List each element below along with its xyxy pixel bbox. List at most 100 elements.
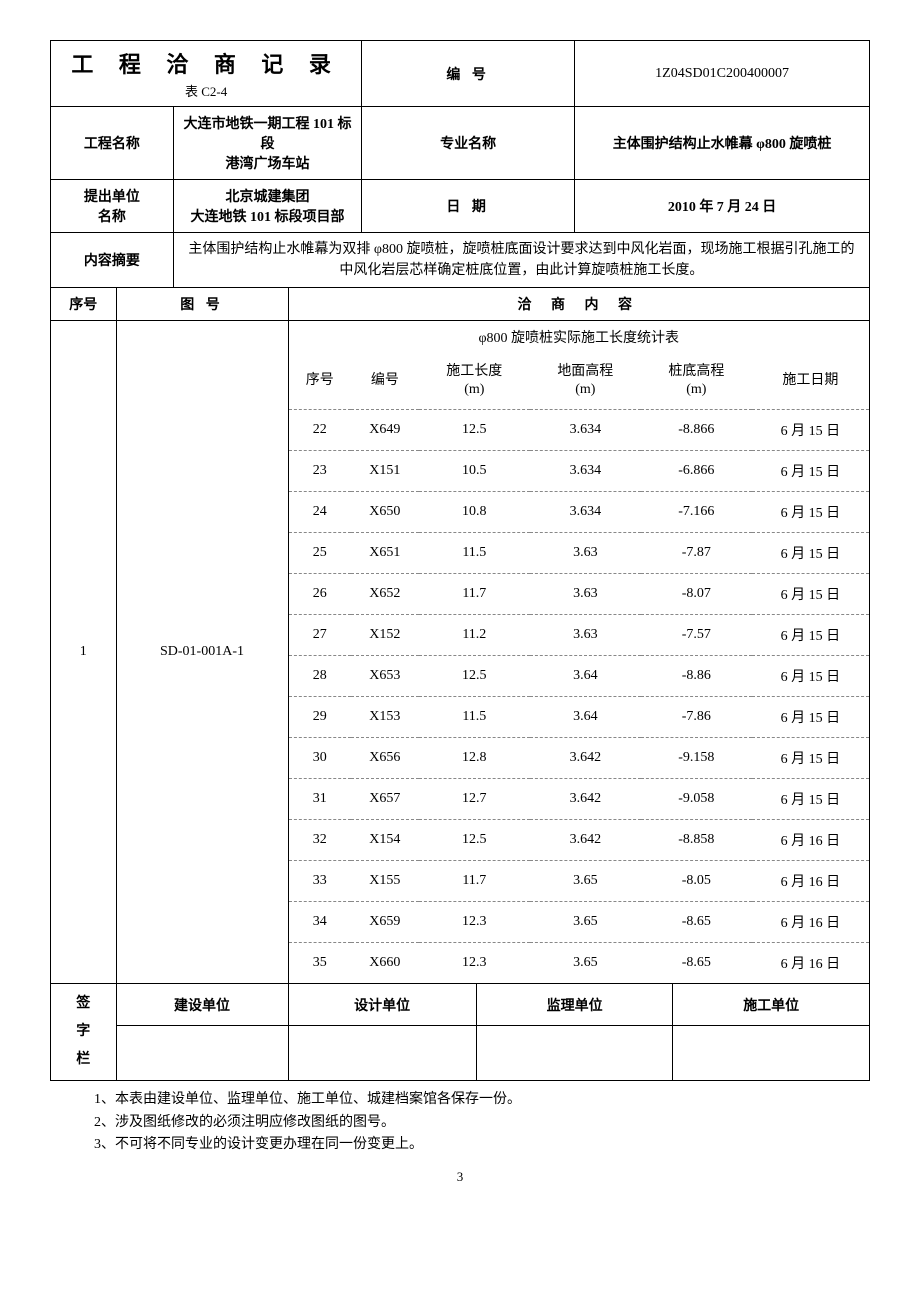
inner-cell: 3.634 xyxy=(530,451,641,492)
inner-cell: X660 xyxy=(351,943,419,984)
proposer-label: 提出单位 名称 xyxy=(51,180,174,233)
inner-cell: X154 xyxy=(351,820,419,861)
inner-row: 35X66012.33.65-8.656 月 16 日 xyxy=(289,943,870,984)
inner-cell: 6 月 16 日 xyxy=(752,820,869,861)
inner-cell: -8.866 xyxy=(641,410,752,451)
sign-space-2 xyxy=(476,1026,673,1081)
inner-cell: 12.7 xyxy=(419,779,530,820)
inner-cell: 6 月 15 日 xyxy=(752,738,869,779)
inner-cell: 6 月 15 日 xyxy=(752,656,869,697)
inner-cell: X155 xyxy=(351,861,419,902)
inner-cell: 3.65 xyxy=(530,861,641,902)
inner-col-4: 桩底高程 (m) xyxy=(641,353,752,410)
project-name-label: 工程名称 xyxy=(51,107,174,180)
inner-row: 23X15110.53.634-6.8666 月 15 日 xyxy=(289,451,870,492)
inner-cell: 6 月 15 日 xyxy=(752,574,869,615)
inner-row: 24X65010.83.634-7.1666 月 15 日 xyxy=(289,492,870,533)
inner-cell: X650 xyxy=(351,492,419,533)
inner-cell: X151 xyxy=(351,451,419,492)
inner-data-table: 序号编号施工长度 (m)地面高程 (m)桩底高程 (m)施工日期 22X6491… xyxy=(289,353,870,983)
inner-cell: X659 xyxy=(351,902,419,943)
inner-cell: 6 月 15 日 xyxy=(752,492,869,533)
inner-col-5: 施工日期 xyxy=(752,353,869,410)
inner-cell: -9.158 xyxy=(641,738,752,779)
page-number: 3 xyxy=(50,1169,870,1185)
inner-cell: 26 xyxy=(289,574,351,615)
inner-cell: 11.5 xyxy=(419,533,530,574)
col-content: 洽 商 内 容 xyxy=(288,288,870,321)
note-1: 1、本表由建设单位、监理单位、施工单位、城建档案馆各保存一份。 xyxy=(94,1089,870,1111)
inner-row: 28X65312.53.64-8.866 月 15 日 xyxy=(289,656,870,697)
inner-cell: -7.86 xyxy=(641,697,752,738)
inner-cell: 22 xyxy=(289,410,351,451)
inner-cell: X657 xyxy=(351,779,419,820)
inner-cell: 12.5 xyxy=(419,656,530,697)
main-form-table: 工 程 洽 商 记 录 表 C2-4 编 号 1Z04SD01C20040000… xyxy=(50,40,870,1081)
inner-cell: 34 xyxy=(289,902,351,943)
inner-row: 25X65111.53.63-7.876 月 15 日 xyxy=(289,533,870,574)
inner-cell: X153 xyxy=(351,697,419,738)
inner-cell: -7.87 xyxy=(641,533,752,574)
inner-cell: 6 月 15 日 xyxy=(752,615,869,656)
inner-cell: 3.63 xyxy=(530,533,641,574)
inner-cell: 3.63 xyxy=(530,574,641,615)
sign-col-2: 监理单位 xyxy=(476,984,673,1026)
inner-cell: 3.642 xyxy=(530,738,641,779)
inner-cell: 3.63 xyxy=(530,615,641,656)
inner-cell: 6 月 16 日 xyxy=(752,861,869,902)
inner-cell: 3.65 xyxy=(530,902,641,943)
inner-cell: 24 xyxy=(289,492,351,533)
inner-row: 29X15311.53.64-7.866 月 15 日 xyxy=(289,697,870,738)
inner-cell: 3.634 xyxy=(530,410,641,451)
col-seq: 序号 xyxy=(51,288,117,321)
inner-cell: 6 月 15 日 xyxy=(752,451,869,492)
inner-cell: 6 月 16 日 xyxy=(752,902,869,943)
inner-col-2: 施工长度 (m) xyxy=(419,353,530,410)
inner-cell: 11.7 xyxy=(419,574,530,615)
inner-cell: 27 xyxy=(289,615,351,656)
note-2: 2、涉及图纸修改的必须注明应修改图纸的图号。 xyxy=(94,1112,870,1134)
inner-cell: X652 xyxy=(351,574,419,615)
inner-cell: 10.8 xyxy=(419,492,530,533)
inner-row: 34X65912.33.65-8.656 月 16 日 xyxy=(289,902,870,943)
inner-cell: X651 xyxy=(351,533,419,574)
inner-cell: -7.166 xyxy=(641,492,752,533)
inner-cell: 3.65 xyxy=(530,943,641,984)
inner-table-title: φ800 旋喷桩实际施工长度统计表 xyxy=(289,321,870,353)
inner-cell: -8.86 xyxy=(641,656,752,697)
inner-cell: 10.5 xyxy=(419,451,530,492)
inner-cell: X656 xyxy=(351,738,419,779)
inner-cell: 3.634 xyxy=(530,492,641,533)
inner-col-0: 序号 xyxy=(289,353,351,410)
sign-space-0 xyxy=(116,1026,288,1081)
row-seq: 1 xyxy=(51,321,117,984)
signature-section-label: 签 字 栏 xyxy=(51,984,117,1081)
inner-cell: 32 xyxy=(289,820,351,861)
inner-cell: 25 xyxy=(289,533,351,574)
inner-cell: -8.07 xyxy=(641,574,752,615)
inner-col-1: 编号 xyxy=(351,353,419,410)
inner-cell: 35 xyxy=(289,943,351,984)
inner-row: 26X65211.73.63-8.076 月 15 日 xyxy=(289,574,870,615)
inner-cell: 6 月 15 日 xyxy=(752,533,869,574)
inner-row: 22X64912.53.634-8.8666 月 15 日 xyxy=(289,410,870,451)
note-3: 3、不可将不同专业的设计变更办理在同一份变更上。 xyxy=(94,1134,870,1156)
inner-cell: -8.65 xyxy=(641,943,752,984)
number-value: 1Z04SD01C200400007 xyxy=(575,41,870,107)
inner-cell: -8.65 xyxy=(641,902,752,943)
inner-cell: 23 xyxy=(289,451,351,492)
form-subtitle: 表 C2-4 xyxy=(59,81,353,100)
inner-cell: -7.57 xyxy=(641,615,752,656)
inner-cell: 30 xyxy=(289,738,351,779)
inner-cell: 3.64 xyxy=(530,656,641,697)
inner-cell: 6 月 15 日 xyxy=(752,779,869,820)
inner-cell: X653 xyxy=(351,656,419,697)
date-value: 2010 年 7 月 24 日 xyxy=(575,180,870,233)
col-drawing: 图 号 xyxy=(116,288,288,321)
inner-cell: 12.5 xyxy=(419,820,530,861)
form-title: 工 程 洽 商 记 录 xyxy=(59,47,353,79)
inner-cell: 3.64 xyxy=(530,697,641,738)
inner-row: 30X65612.83.642-9.1586 月 15 日 xyxy=(289,738,870,779)
sign-col-3: 施工单位 xyxy=(673,984,870,1026)
inner-cell: 12.5 xyxy=(419,410,530,451)
